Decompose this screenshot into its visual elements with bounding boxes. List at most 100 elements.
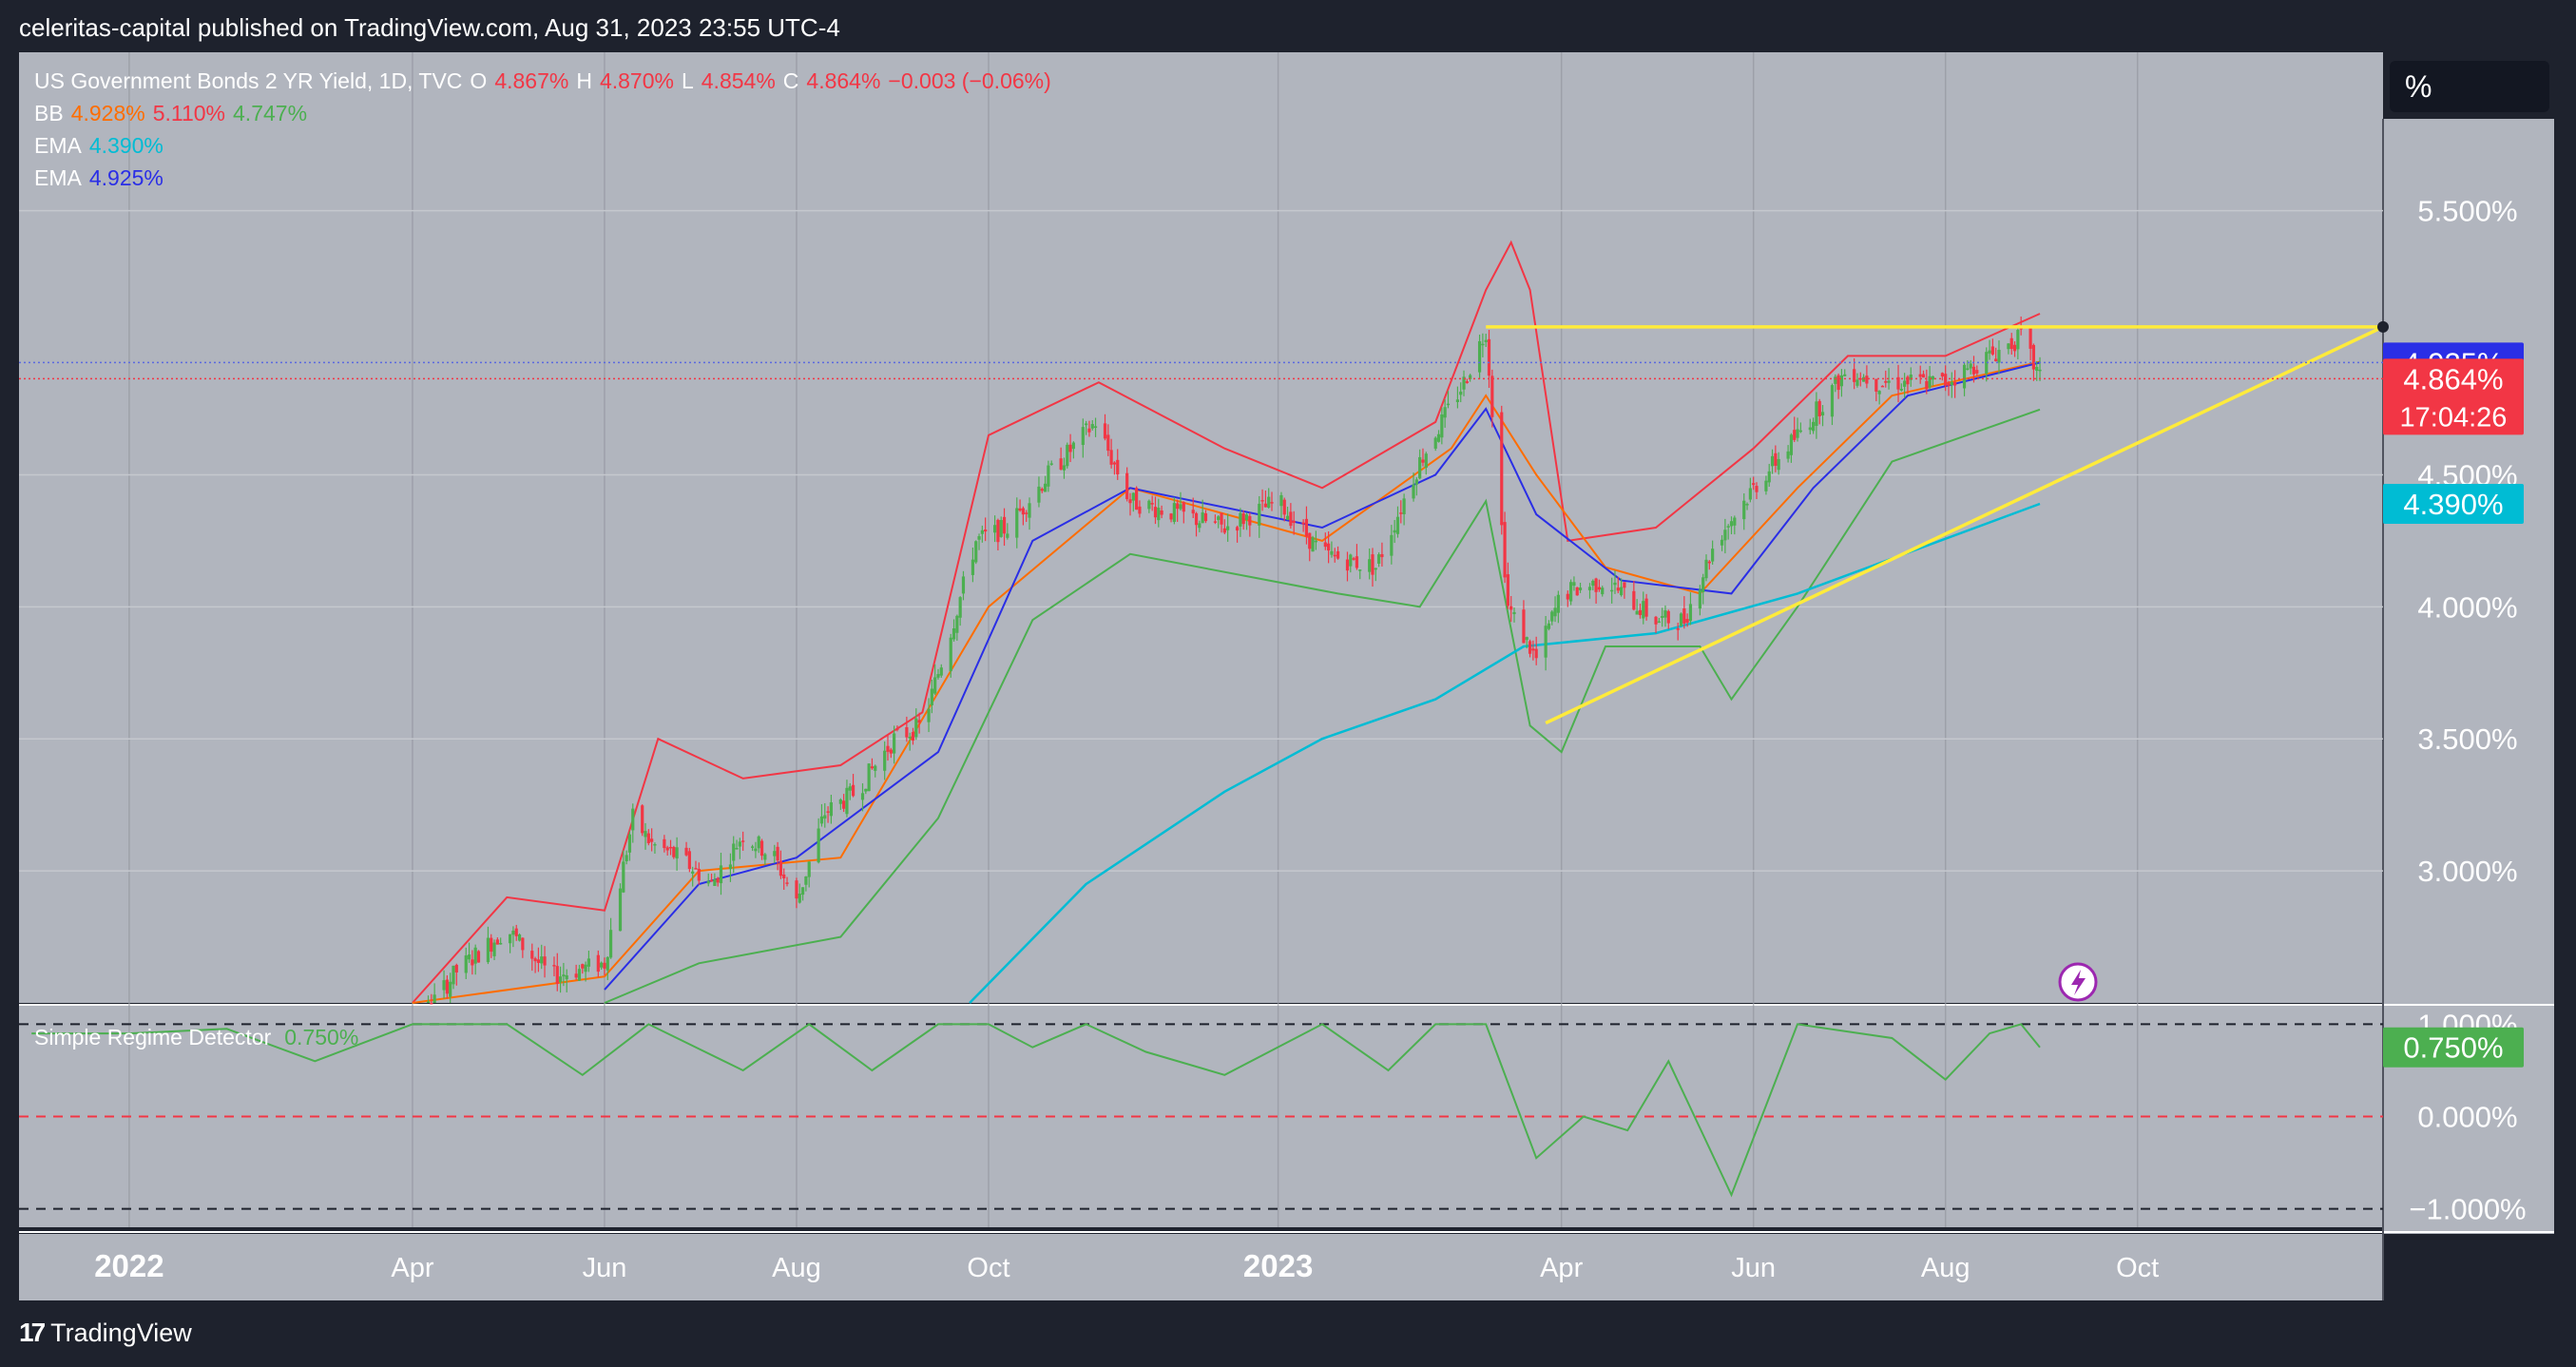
candle-body [467,954,471,960]
time-axis[interactable] [19,1234,2383,1300]
candle-body [1068,444,1072,452]
candle-body [1484,339,1488,342]
candle-body [1796,429,1799,438]
candle-body [1812,421,1816,432]
candle-body [495,939,499,945]
candle-body [1248,515,1252,526]
candle-body [716,877,720,883]
candle-body [1755,486,1759,492]
tradingview-brand: TradingView [50,1318,192,1347]
candle-body [1028,503,1031,518]
candle-body [867,763,871,792]
y-tick-3-000: 3.000% [2417,855,2517,888]
published-line: celeritas-capital published on TradingVi… [19,13,840,42]
trendlines[interactable] [19,320,2389,725]
candle-body [1990,346,1994,355]
percent-scale-button[interactable]: % [2390,61,2549,112]
candle-body [845,787,849,815]
candle-body [911,732,915,741]
candle-body [1644,598,1648,617]
candle-body [1062,465,1067,471]
legend-ema1-row[interactable]: EMA 4.390% [34,129,1059,162]
candle-body [838,799,842,804]
candle-body [1676,628,1680,630]
sub-legend-value: 0.750% [284,1025,359,1049]
candle-body [1685,619,1689,623]
candle-body [1623,582,1626,588]
candle-body [1421,459,1425,463]
candle-body [1301,522,1305,525]
candle-body [785,882,789,884]
candle-body [476,951,481,963]
candle-body [1774,452,1778,466]
candle-body [1015,508,1019,538]
candle-body [1711,549,1715,562]
candle-body [1610,589,1614,592]
candle-body [974,541,978,563]
candle-body [552,965,556,967]
candle-body [1950,381,1953,386]
candle-body [1311,537,1315,552]
candle-body [955,615,959,633]
main-legend: US Government Bonds 2 YR Yield, 1D, TVC O… [34,65,1059,194]
candle-body [1109,450,1113,465]
candle-body [1877,391,1881,395]
trendline-anchor[interactable] [2377,320,2389,333]
candle-body [454,964,458,972]
price-tag-countdown: 17:04:26 [2400,402,2508,433]
candle-body [1213,521,1218,523]
legend-open-label: O [470,68,488,93]
sub-legend[interactable]: Simple Regime Detector 0.750% [34,1025,358,1050]
candle-body [1371,554,1375,575]
lightning-icon[interactable] [2058,962,2098,1002]
candle-body [1506,574,1509,606]
candle-body [1815,401,1818,427]
legend-ema1-label: EMA [34,133,82,158]
candle-body [908,737,912,739]
candle-body [1786,451,1790,459]
trendline-rising[interactable] [1545,325,2384,725]
candle-body [1395,516,1400,534]
candle-body [1112,462,1117,465]
price-tag-regime-bg [2383,1027,2524,1068]
candle-body [713,879,717,886]
candle-body [641,805,644,834]
candle-body [1374,568,1377,570]
price-tag-ema-long: 4.390% [2403,488,2503,521]
candles [426,316,2042,1005]
candle-body [1698,589,1701,609]
candle-body [1049,463,1053,465]
sub-legend-name: Simple Regime Detector [34,1025,272,1049]
regime-detector-pane [19,1023,2383,1210]
candle-body [1742,500,1746,520]
candle-body [1547,623,1551,629]
main-plot-area[interactable] [19,52,2383,1003]
candle-body [433,994,436,1003]
candle-body [782,874,786,878]
candle-body [1988,350,1991,354]
candle-body [1704,559,1708,579]
candle-body [798,893,801,903]
legend-ema2-row[interactable]: EMA 4.925% [34,162,1059,194]
candle-body [1455,399,1459,403]
candle-body [829,801,833,817]
candle-body [562,974,566,977]
candle-body [1465,381,1469,383]
candle-body [1597,587,1602,590]
candle-body [779,860,783,876]
candle-body [757,836,760,849]
candle-body [1654,616,1658,625]
candle-body [1836,375,1840,391]
candle-body [672,846,676,857]
candle-body [1503,522,1507,578]
candle-body [1896,376,1900,390]
legend-symbol-row[interactable]: US Government Bonds 2 YR Yield, 1D, TVC O… [34,65,1059,97]
tradingview-logo[interactable]: 17 TradingView [19,1318,192,1348]
candle-body [826,811,830,813]
candle-body [1962,364,1967,389]
candle-body [1263,503,1267,508]
candle-body [1147,500,1151,510]
legend-bb-row[interactable]: BB 4.928% 5.110% 4.747% [34,97,1059,129]
candle-body [1182,502,1185,512]
candle-body [1446,403,1451,406]
